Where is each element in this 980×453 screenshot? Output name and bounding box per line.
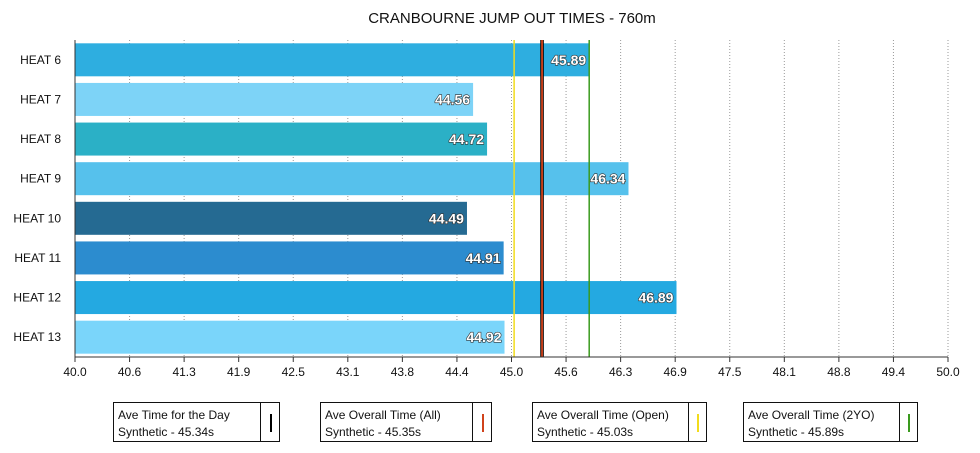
bar: [75, 43, 590, 77]
value-label: 46.89: [638, 290, 673, 306]
legend-divider: [688, 403, 689, 441]
x-tick-label: 46.9: [664, 365, 688, 379]
value-label: 44.91: [466, 250, 501, 266]
bar: [75, 320, 505, 354]
legend-item: Ave Overall Time (Open) Synthetic - 45.03…: [532, 402, 707, 442]
x-tick-label: 40.6: [118, 365, 142, 379]
legend-item-text: Ave Overall Time (All) Synthetic - 45.35s: [325, 407, 441, 441]
category-label: HEAT 7: [20, 92, 61, 106]
chart-title: CRANBOURNE JUMP OUT TIMES - 760m: [368, 10, 656, 27]
x-tick-label: 47.5: [718, 365, 742, 379]
legend-divider: [899, 403, 900, 441]
legend-item-title: Ave Overall Time (Open): [537, 408, 669, 422]
legend-item-value: Synthetic - 45.89s: [748, 425, 845, 439]
legend-item-text: Ave Overall Time (Open) Synthetic - 45.03…: [537, 407, 669, 441]
x-tick-label: 43.8: [391, 365, 415, 379]
category-label: HEAT 11: [14, 251, 61, 265]
x-tick-label: 48.8: [827, 365, 851, 379]
legend-swatch: [270, 414, 272, 432]
legend-swatch: [908, 414, 910, 432]
legend-item: Ave Time for the Day Synthetic - 45.34s: [113, 402, 280, 442]
legend-item-value: Synthetic - 45.03s: [537, 425, 634, 439]
legend-item-text: Ave Overall Time (2YO) Synthetic - 45.89s: [748, 407, 874, 441]
value-label: 45.89: [551, 52, 586, 68]
value-label: 46.34: [590, 171, 625, 187]
x-tick-label: 45.6: [554, 365, 578, 379]
bar: [75, 122, 488, 156]
category-label: HEAT 6: [20, 53, 61, 67]
x-tick-label: 41.3: [172, 365, 196, 379]
category-label: HEAT 12: [13, 291, 61, 305]
bar: [75, 82, 474, 116]
x-tick-label: 45.0: [500, 365, 524, 379]
bar: [75, 162, 629, 196]
bar: [75, 201, 467, 235]
legend-item-value: Synthetic - 45.34s: [118, 425, 215, 439]
bar: [75, 281, 677, 315]
legend-item: Ave Overall Time (2YO) Synthetic - 45.89s: [743, 402, 918, 442]
category-label: HEAT 8: [20, 132, 61, 146]
category-label: HEAT 10: [13, 211, 61, 225]
value-label: 44.72: [449, 131, 484, 147]
category-label: HEAT 9: [20, 172, 61, 186]
legend-divider: [260, 403, 261, 441]
bars: HEAT 6 45.89 HEAT 7 44.56 HEAT 8 44.72 HEAT 9 4…: [13, 43, 677, 354]
value-label: 44.92: [466, 329, 501, 345]
x-tick-label: 46.3: [609, 365, 633, 379]
value-label: 44.49: [429, 210, 464, 226]
legend-item: Ave Overall Time (All) Synthetic - 45.35s: [320, 402, 492, 442]
bar: [75, 241, 504, 275]
x-tick-label: 40.0: [63, 365, 87, 379]
x-tick-label: 49.4: [882, 365, 906, 379]
legend-item-title: Ave Overall Time (2YO): [748, 408, 875, 422]
value-label: 44.56: [435, 91, 470, 107]
x-tick-label: 42.5: [282, 365, 306, 379]
x-tick-label: 41.9: [227, 365, 251, 379]
x-tick-label: 48.1: [773, 365, 797, 379]
reference-lines: [513, 40, 590, 357]
legend-item-title: Ave Time for the Day: [118, 408, 230, 422]
legend-swatch: [482, 414, 484, 432]
legend-swatch: [697, 414, 699, 432]
legend-item-title: Ave Overall Time (All): [325, 408, 441, 422]
category-label: HEAT 13: [13, 330, 61, 344]
x-tick-label: 43.1: [336, 365, 360, 379]
x-axis: 40.0 40.6 41.3 41.9 42.5 43.1 43.8 44.4 45.0 45.6…: [63, 40, 960, 379]
legend-divider: [472, 403, 473, 441]
x-tick-label: 50.0: [936, 365, 960, 379]
legend-item-value: Synthetic - 45.35s: [325, 425, 422, 439]
x-tick-label: 44.4: [445, 365, 469, 379]
legend-item-text: Ave Time for the Day Synthetic - 45.34s: [118, 407, 230, 441]
